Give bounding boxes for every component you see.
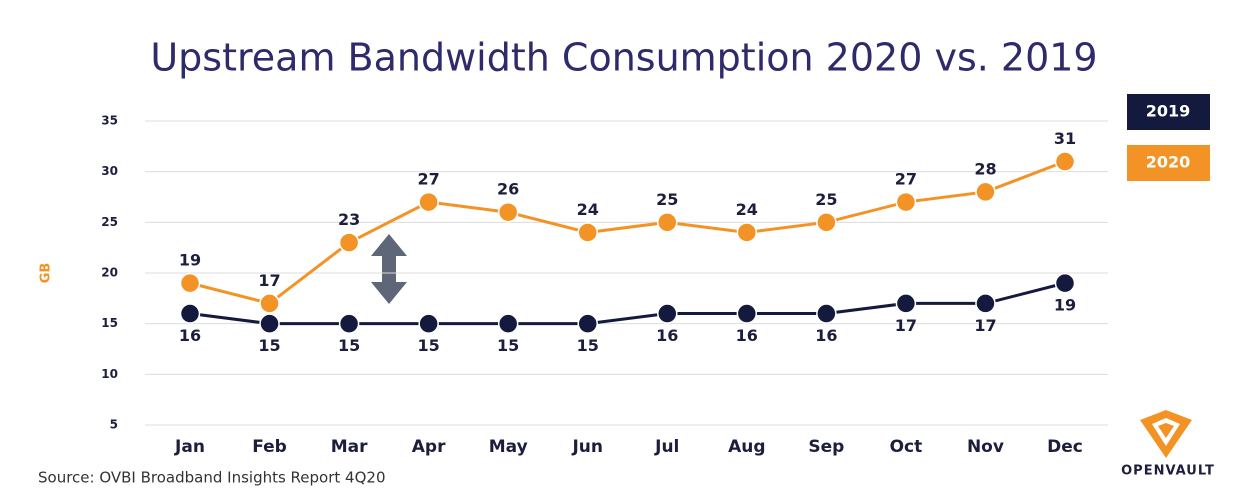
- point: [497, 313, 519, 334]
- point: [259, 313, 280, 334]
- point: [259, 293, 280, 314]
- point: [975, 293, 996, 314]
- grid: [145, 120, 1108, 426]
- point: [816, 303, 837, 324]
- legend-label: 2019: [1146, 102, 1191, 121]
- x-tick-label: Jul: [654, 437, 679, 457]
- point: [1054, 151, 1076, 172]
- data-label: 16: [815, 326, 837, 345]
- x-tick-label: Jan: [174, 437, 205, 457]
- x-tick-label: Nov: [967, 437, 1004, 457]
- legend-swatch: [1127, 145, 1210, 181]
- data-label: 17: [895, 316, 917, 335]
- data-label: 23: [338, 210, 360, 229]
- y-tick-label: 30: [101, 164, 118, 178]
- data-label: 19: [179, 251, 201, 270]
- point: [179, 272, 201, 294]
- point: [179, 303, 201, 324]
- data-label: 31: [1054, 129, 1076, 148]
- point: [418, 191, 439, 213]
- point: [418, 313, 439, 334]
- source: Source: OVBI Broadband Insights Report 4…: [38, 469, 386, 487]
- y-tick-label: 10: [101, 367, 118, 381]
- x-tick-label: Feb: [252, 437, 287, 457]
- data-label: 27: [418, 170, 440, 189]
- point: [657, 212, 678, 233]
- data-label: 15: [418, 336, 440, 355]
- data-label: 28: [974, 159, 996, 178]
- y-tick-label: 5: [110, 418, 118, 432]
- y-tick-label: 25: [101, 215, 118, 229]
- data-label: 25: [656, 190, 678, 209]
- data-label: 15: [258, 336, 280, 355]
- x-tick-label: Oct: [890, 437, 923, 457]
- data-label: 24: [736, 200, 758, 219]
- data-label: 26: [497, 180, 519, 199]
- x-tick-label: Aug: [728, 437, 765, 457]
- data-label: 16: [656, 326, 678, 345]
- logo-text: OPENVAULT: [1121, 464, 1215, 479]
- x-tick-label: Jun: [571, 437, 603, 457]
- point: [577, 313, 598, 334]
- x-tick-label: Dec: [1047, 437, 1083, 457]
- point: [816, 212, 837, 233]
- y-axis-label: GB: [39, 263, 54, 284]
- data-label: 17: [258, 271, 280, 290]
- legend-swatch: [1127, 94, 1210, 130]
- data-label: 17: [974, 316, 996, 335]
- point: [577, 222, 598, 243]
- data-label: 16: [179, 326, 201, 345]
- series-line: [189, 160, 1066, 306]
- point: [1054, 272, 1076, 294]
- legend-label: 2020: [1146, 153, 1191, 172]
- data-label: 24: [577, 200, 599, 219]
- point: [657, 303, 678, 324]
- x-tick-label: May: [489, 437, 528, 457]
- data-label: 15: [338, 336, 360, 355]
- y-tick-label: 20: [101, 266, 118, 280]
- data-label: 16: [736, 326, 758, 345]
- point: [895, 191, 917, 213]
- point: [497, 201, 519, 223]
- data-label: 19: [1054, 296, 1076, 315]
- logo: OPENVAULT: [1121, 410, 1215, 479]
- point: [338, 313, 360, 334]
- x-tick-label: Mar: [331, 437, 368, 457]
- data-label: 15: [497, 336, 519, 355]
- y-tick-label: 15: [101, 316, 118, 330]
- chart-title: Upstream Bandwidth Consumption 2020 vs. …: [150, 36, 1097, 80]
- point: [736, 222, 758, 243]
- point: [338, 232, 360, 253]
- double-arrow: [371, 234, 407, 304]
- data-label: 15: [577, 336, 599, 355]
- y-tick-label: 35: [101, 114, 118, 128]
- data-label: 27: [895, 170, 917, 189]
- point: [895, 293, 917, 314]
- x-tick-label: Apr: [412, 437, 446, 457]
- point: [736, 303, 758, 324]
- point: [975, 181, 996, 203]
- series-line: [189, 281, 1066, 326]
- data-label: 25: [815, 190, 837, 209]
- x-tick-label: Sep: [808, 437, 844, 457]
